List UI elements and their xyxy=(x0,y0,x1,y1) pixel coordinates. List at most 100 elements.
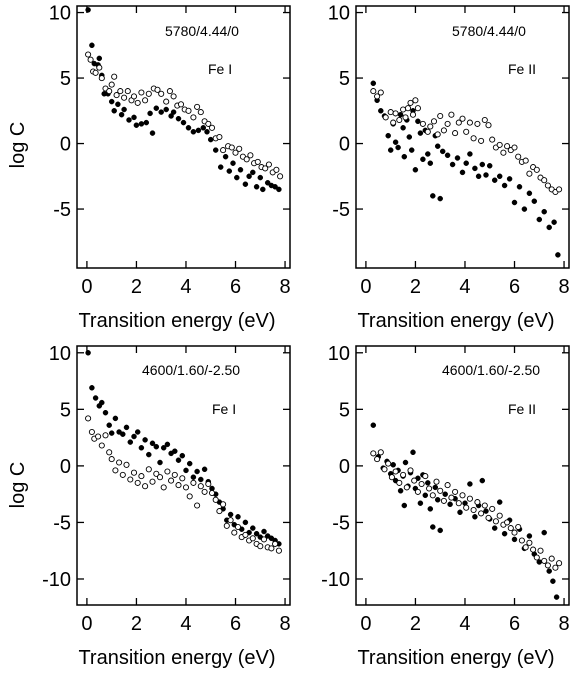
data-point-open xyxy=(475,500,480,505)
data-point-open xyxy=(410,112,415,117)
data-point-open xyxy=(508,526,513,531)
data-point-filled xyxy=(401,125,406,130)
y-axis-label: log C xyxy=(7,462,29,509)
x-tick-label: 4 xyxy=(180,613,191,635)
data-point-filled xyxy=(176,116,181,121)
data-point-filled xyxy=(492,178,497,183)
data-point-open xyxy=(493,519,498,524)
data-point-filled xyxy=(144,120,149,125)
data-point-open xyxy=(180,476,185,481)
data-point-open xyxy=(423,474,428,479)
data-point-filled xyxy=(512,200,517,205)
x-tick-label: 2 xyxy=(410,276,421,298)
data-point-filled xyxy=(158,460,163,465)
data-point-open xyxy=(224,523,229,528)
data-point-filled xyxy=(396,145,401,150)
data-point-open xyxy=(120,472,125,477)
data-point-open xyxy=(467,120,472,125)
data-point-filled xyxy=(402,154,407,159)
data-point-filled xyxy=(191,475,196,480)
data-point-filled xyxy=(371,81,376,86)
data-point-open xyxy=(486,515,491,520)
data-point-open xyxy=(172,472,177,477)
data-point-filled xyxy=(143,437,148,442)
y-tick-label: 10 xyxy=(49,3,71,25)
data-point-open xyxy=(229,145,234,150)
data-point-open xyxy=(221,502,226,507)
data-point-open xyxy=(209,125,214,130)
data-point-open xyxy=(542,558,547,563)
data-point-open xyxy=(124,462,129,467)
data-point-filled xyxy=(547,225,552,230)
data-point-open xyxy=(453,131,458,136)
data-point-open xyxy=(161,485,166,490)
data-point-open xyxy=(143,484,148,489)
x-tick-label: 2 xyxy=(131,276,142,298)
data-point-filled xyxy=(472,166,477,171)
data-point-open xyxy=(464,505,469,510)
panel-top-left: log C 0 2 4 6 81050-5 5780/4.44/0 Fe I Trans… xyxy=(7,3,291,332)
data-point-open xyxy=(165,469,170,474)
x-tick-label: 6 xyxy=(509,276,520,298)
annotation-species: Fe I xyxy=(212,401,236,417)
data-point-open xyxy=(431,119,436,124)
data-points xyxy=(371,81,562,258)
data-point-open xyxy=(139,474,144,479)
plot-area: 0 2 4 6 81050-5-10 4600/1.60/-2.50 Fe II xyxy=(321,343,570,635)
data-point-filled xyxy=(115,102,120,107)
data-point-open xyxy=(125,89,130,94)
data-point-filled xyxy=(393,140,398,145)
data-point-filled xyxy=(146,452,151,457)
data-point-open xyxy=(146,91,151,96)
data-point-open xyxy=(88,57,93,62)
data-point-open xyxy=(135,480,140,485)
data-point-filled xyxy=(159,110,164,115)
data-point-open xyxy=(228,518,233,523)
data-point-open xyxy=(97,65,102,70)
x-tick-label: 6 xyxy=(230,613,241,635)
data-point-open xyxy=(397,117,402,122)
data-point-open xyxy=(131,470,136,475)
data-point-filled xyxy=(527,534,532,539)
data-point-filled xyxy=(428,506,433,511)
data-point-filled xyxy=(86,350,91,355)
data-point-filled xyxy=(484,173,489,178)
data-point-filled xyxy=(165,442,170,447)
data-point-filled xyxy=(407,135,412,140)
data-point-filled xyxy=(119,112,124,117)
data-point-filled xyxy=(522,207,527,212)
data-point-filled xyxy=(403,460,408,465)
data-point-open xyxy=(497,142,502,147)
data-point-filled xyxy=(425,152,430,157)
data-point-filled xyxy=(171,110,176,115)
data-point-open xyxy=(375,457,380,462)
data-point-open xyxy=(217,509,222,514)
data-point-open xyxy=(109,82,114,87)
data-point-open xyxy=(557,561,562,566)
data-point-filled xyxy=(180,453,185,458)
data-point-filled xyxy=(227,169,232,174)
data-point-filled xyxy=(132,434,137,439)
x-tick-label: 4 xyxy=(459,613,470,635)
data-point-open xyxy=(135,100,140,105)
data-point-filled xyxy=(247,174,252,179)
data-point-filled xyxy=(201,125,206,130)
data-point-filled xyxy=(433,485,438,490)
x-tick-label: 4 xyxy=(180,276,191,298)
x-tick-label: 6 xyxy=(230,276,241,298)
data-point-open xyxy=(401,107,406,112)
data-point-open xyxy=(412,478,417,483)
data-point-open xyxy=(96,434,101,439)
data-point-filled xyxy=(497,174,502,179)
x-tick-label: 0 xyxy=(360,276,371,298)
data-point-open xyxy=(516,524,521,529)
data-point-open xyxy=(235,524,240,529)
data-point-open xyxy=(191,480,196,485)
data-point-open xyxy=(128,477,133,482)
data-point-filled xyxy=(109,431,114,436)
data-point-open xyxy=(195,503,200,508)
data-point-filled xyxy=(532,199,537,204)
data-point-filled xyxy=(487,163,492,168)
y-tick-label: 10 xyxy=(328,343,350,365)
data-point-filled xyxy=(139,445,144,450)
